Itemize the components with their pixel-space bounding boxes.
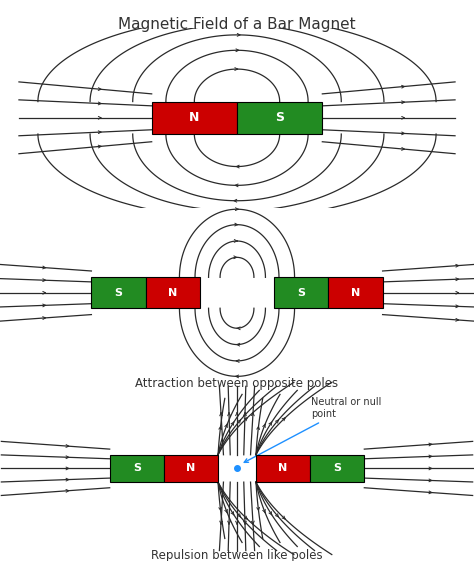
Text: N: N xyxy=(351,288,360,298)
Text: S: S xyxy=(297,288,305,298)
Text: N: N xyxy=(186,463,196,473)
Text: S: S xyxy=(275,111,284,125)
Bar xyxy=(328,277,383,308)
Text: Neutral or null
point: Neutral or null point xyxy=(244,397,382,462)
Bar xyxy=(91,277,146,308)
Text: Repulsion between like poles: Repulsion between like poles xyxy=(151,549,323,561)
Text: S: S xyxy=(333,463,341,473)
Bar xyxy=(109,455,164,482)
Text: N: N xyxy=(278,463,288,473)
Text: S: S xyxy=(115,288,122,298)
Text: N: N xyxy=(168,288,177,298)
Bar xyxy=(310,455,365,482)
Text: Attraction between opposite poles: Attraction between opposite poles xyxy=(136,377,338,390)
Bar xyxy=(146,277,200,308)
Text: Magnetic Field of a Bar Magnet: Magnetic Field of a Bar Magnet xyxy=(118,17,356,32)
Bar xyxy=(237,102,322,134)
Bar xyxy=(152,102,237,134)
Bar xyxy=(274,277,328,308)
Text: S: S xyxy=(133,463,141,473)
Bar xyxy=(256,455,310,482)
Bar xyxy=(164,455,218,482)
Text: N: N xyxy=(189,111,200,125)
